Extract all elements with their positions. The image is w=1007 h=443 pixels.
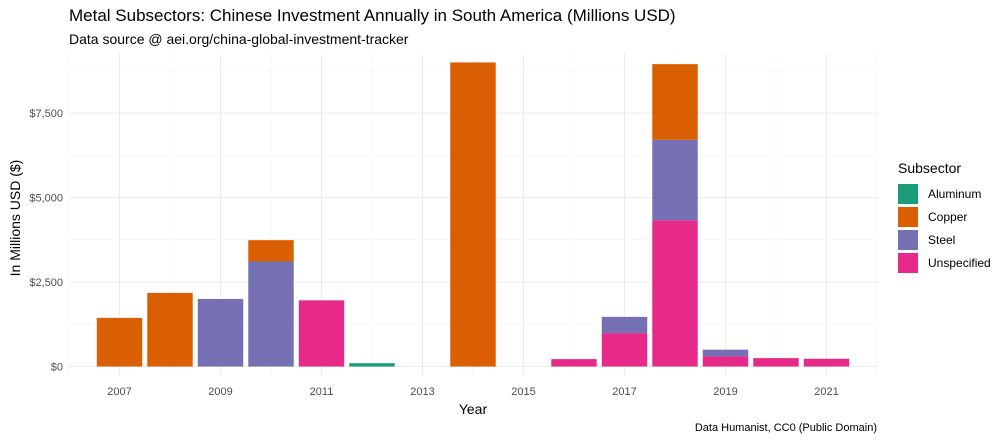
y-tick-label: $7,500	[29, 108, 63, 120]
bar-steel-2010	[248, 261, 294, 367]
bar-unspecified-2017	[601, 333, 648, 367]
x-tick-label: 2017	[612, 386, 636, 398]
x-tick-label: 2021	[814, 386, 838, 398]
bar-copper-2014	[450, 62, 496, 367]
x-tick-label: 2013	[410, 386, 434, 398]
bar-aluminum-2012	[349, 363, 395, 367]
bar-unspecified-2019	[702, 356, 749, 367]
legend-item-copper: Copper	[898, 205, 991, 228]
y-tick-label: $5,000	[29, 193, 63, 205]
legend-label: Unspecified	[928, 255, 991, 270]
y-tick-label: $2,500	[29, 277, 63, 289]
legend-items: Aluminum Copper Steel Unspecified	[898, 182, 991, 274]
legend-item-aluminum: Aluminum	[898, 182, 991, 205]
y-tick-label: $0	[51, 362, 63, 374]
x-tick-label: 2009	[208, 386, 232, 398]
bar-copper-2018	[652, 64, 698, 140]
chart-title: Metal Subsectors: Chinese Investment Ann…	[69, 6, 676, 25]
x-axis-label: Year	[459, 401, 488, 417]
legend-label: Steel	[928, 232, 956, 247]
legend: Subsector Aluminum Copper Steel Unspecified	[898, 160, 991, 274]
bar-copper-2010	[248, 240, 294, 262]
x-tick-label: 2011	[310, 386, 334, 398]
legend-label: Aluminum	[928, 186, 982, 201]
chart-caption: Data Humanist, CC0 (Public Domain)	[694, 422, 877, 434]
bar-steel-2018	[652, 139, 698, 221]
x-tick-labels: 2007 2009 2011 2013 2015 2017 2019 2021	[107, 386, 838, 398]
bar-steel-2019	[702, 349, 749, 357]
legend-title: Subsector	[898, 160, 962, 176]
legend-label: Copper	[928, 209, 968, 224]
legend-key-unspecified	[898, 252, 918, 273]
legend-item-steel: Steel	[898, 228, 991, 251]
legend-key-aluminum	[898, 183, 918, 204]
chart-subtitle: Data source @ aei.org/china-global-inves…	[69, 31, 409, 47]
bar-unspecified-2018	[652, 220, 698, 367]
bar-copper-2007	[96, 317, 143, 367]
x-tick-label: 2019	[713, 386, 737, 398]
bars	[96, 62, 850, 367]
bar-steel-2009	[197, 298, 244, 367]
y-axis-label: In Millions USD ($)	[7, 160, 23, 277]
bar-unspecified-2021	[803, 358, 850, 367]
bar-unspecified-2011	[298, 300, 345, 367]
y-tick-labels: $0 $2,500 $5,000 $7,500	[29, 108, 63, 373]
legend-item-unspecified: Unspecified	[898, 251, 991, 274]
bar-unspecified-2020	[753, 358, 799, 367]
bar-steel-2017	[601, 316, 648, 334]
legend-key-steel	[898, 229, 918, 250]
x-tick-label: 2007	[107, 386, 131, 398]
legend-key-copper	[898, 206, 918, 227]
bar-unspecified-2016	[551, 359, 597, 367]
x-tick-label: 2015	[511, 386, 535, 398]
bar-copper-2008	[147, 292, 193, 367]
